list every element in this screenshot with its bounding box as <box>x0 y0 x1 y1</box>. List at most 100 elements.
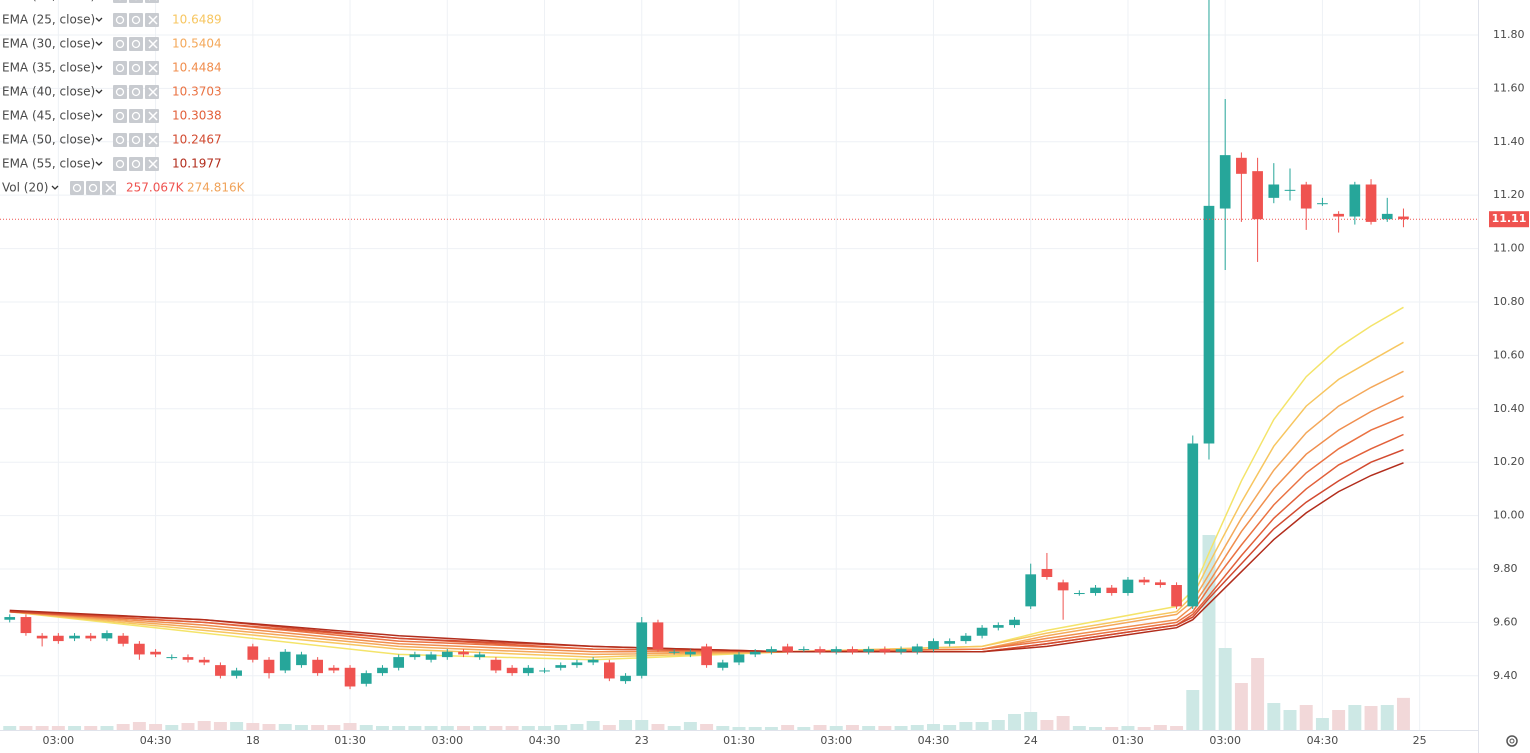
candle-body <box>328 667 340 671</box>
candle-body <box>1187 443 1199 607</box>
volume-bar <box>959 722 973 730</box>
legend-icon[interactable] <box>72 183 82 193</box>
legend-chevron[interactable] <box>95 17 103 22</box>
candle-body <box>766 649 777 652</box>
candle-body <box>1317 203 1328 205</box>
volume-bar <box>829 726 843 730</box>
legend-button[interactable] <box>70 181 84 195</box>
volume-bar <box>716 726 730 730</box>
legend-icon[interactable] <box>115 111 125 121</box>
volume-bar <box>375 726 389 730</box>
legend-icon[interactable] <box>148 15 158 25</box>
legend-chevron[interactable] <box>51 185 59 190</box>
legend-icon[interactable] <box>131 135 141 145</box>
legend-icon[interactable] <box>148 135 158 145</box>
legend-button[interactable] <box>113 13 127 27</box>
y-tick-label: 11.40 <box>1493 135 1525 148</box>
legend-button[interactable] <box>129 133 143 147</box>
volume-bar <box>230 722 244 730</box>
volume-bar <box>943 725 957 730</box>
y-tick-label: 9.40 <box>1493 669 1518 682</box>
x-tick-label: 01:30 <box>723 734 755 747</box>
volume-bar <box>3 726 17 730</box>
candle-body <box>1073 593 1085 595</box>
legend-icon[interactable] <box>88 183 98 193</box>
legend-chevron[interactable] <box>95 65 103 70</box>
volume-bar <box>1332 710 1346 730</box>
legend-button[interactable] <box>129 0 143 3</box>
gear-hub[interactable] <box>1509 738 1515 744</box>
candle-body <box>150 651 161 655</box>
legend-icon[interactable] <box>148 63 158 73</box>
volume-bar <box>878 726 892 730</box>
legend-icon[interactable] <box>115 87 125 97</box>
volume-bar <box>1234 683 1248 730</box>
legend-button[interactable] <box>113 85 127 99</box>
gear-icon[interactable] <box>1506 735 1518 747</box>
legend-icon[interactable] <box>115 63 125 73</box>
legend-icon[interactable] <box>105 183 115 193</box>
volume-bar <box>197 721 211 730</box>
last-price-label: 11.11 <box>1492 212 1527 225</box>
legend-icon[interactable] <box>115 39 125 49</box>
volume-bar <box>700 724 714 730</box>
volume-bar <box>764 727 778 730</box>
volume-bar <box>651 724 665 730</box>
legend-name: EMA (40, close) <box>2 85 95 99</box>
legend-icon[interactable] <box>148 87 158 97</box>
legend-icon[interactable] <box>131 159 141 169</box>
candle-body <box>198 659 210 663</box>
legend-icon[interactable] <box>131 15 141 25</box>
settings-button[interactable] <box>1506 735 1518 747</box>
legend-button[interactable] <box>113 109 127 123</box>
legend-button[interactable] <box>113 157 127 171</box>
candle-body <box>1284 189 1296 191</box>
candle-body <box>555 665 567 668</box>
volume-bar <box>246 723 260 730</box>
legend-icon[interactable] <box>148 39 158 49</box>
legend-button[interactable] <box>129 85 143 99</box>
legend-chevron[interactable] <box>95 137 103 142</box>
legend-chevron[interactable] <box>95 41 103 46</box>
legend-icon[interactable] <box>115 135 125 145</box>
ema-line <box>9 416 1404 653</box>
legend-button[interactable] <box>145 0 159 3</box>
legend-chevron[interactable] <box>95 89 103 94</box>
legend-button[interactable] <box>113 133 127 147</box>
legend-button[interactable] <box>129 13 143 27</box>
volume-bar <box>327 725 341 730</box>
y-tick-label: 10.60 <box>1493 348 1525 361</box>
legend-chevron[interactable] <box>95 113 103 118</box>
legend-icon[interactable] <box>131 63 141 73</box>
legend-icon[interactable] <box>115 159 125 169</box>
legend-button[interactable] <box>113 61 127 75</box>
legend-button[interactable] <box>129 157 143 171</box>
legend-button[interactable] <box>113 0 127 3</box>
legend-icon[interactable] <box>131 111 141 121</box>
legend-icon[interactable] <box>148 111 158 121</box>
volume-bar <box>1186 690 1200 730</box>
legend-chevron[interactable] <box>95 161 103 166</box>
volume-bar <box>862 726 876 730</box>
legend-button[interactable] <box>86 181 100 195</box>
candle-body <box>733 654 745 663</box>
ema-lines <box>9 306 1404 661</box>
legend-value: 10.7786 <box>172 0 222 3</box>
legend-name: EMA (55, close) <box>2 157 95 171</box>
legend-icon[interactable] <box>115 15 125 25</box>
candle-body <box>539 670 550 672</box>
legend-value: 10.1977 <box>172 157 222 171</box>
legend-button[interactable] <box>113 37 127 51</box>
candle-body <box>685 651 696 655</box>
legend-icon[interactable] <box>148 159 158 169</box>
legend-icon[interactable] <box>131 87 141 97</box>
candle-body <box>782 646 793 652</box>
legend-icon[interactable] <box>131 39 141 49</box>
legend-button[interactable] <box>129 61 143 75</box>
candle-body <box>1268 184 1280 198</box>
candle-body <box>1381 213 1393 220</box>
volume-bar <box>683 722 697 730</box>
volume-bar <box>1040 720 1054 730</box>
legend-button[interactable] <box>129 109 143 123</box>
legend-button[interactable] <box>129 37 143 51</box>
